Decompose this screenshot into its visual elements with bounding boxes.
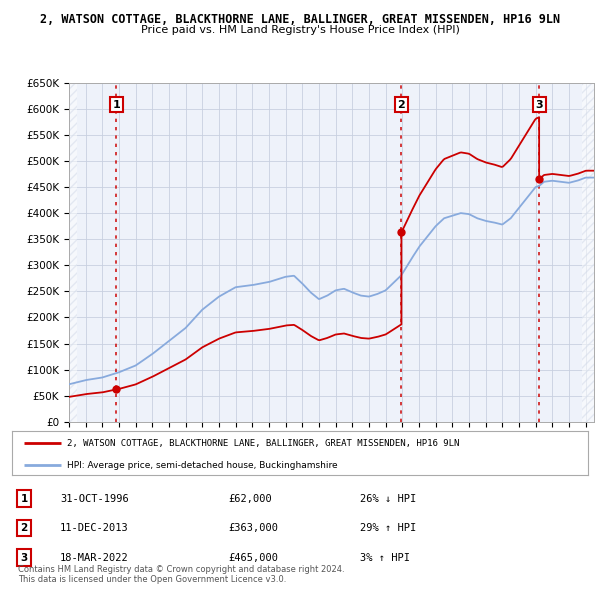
Text: 1: 1 bbox=[112, 100, 120, 110]
Text: £363,000: £363,000 bbox=[228, 523, 278, 533]
Text: 2: 2 bbox=[398, 100, 405, 110]
Text: Contains HM Land Registry data © Crown copyright and database right 2024.
This d: Contains HM Land Registry data © Crown c… bbox=[18, 565, 344, 584]
Text: £465,000: £465,000 bbox=[228, 553, 278, 562]
Text: 2, WATSON COTTAGE, BLACKTHORNE LANE, BALLINGER, GREAT MISSENDEN, HP16 9LN: 2, WATSON COTTAGE, BLACKTHORNE LANE, BAL… bbox=[40, 13, 560, 26]
Text: 18-MAR-2022: 18-MAR-2022 bbox=[60, 553, 129, 562]
Text: 3% ↑ HPI: 3% ↑ HPI bbox=[360, 553, 410, 562]
Text: 31-OCT-1996: 31-OCT-1996 bbox=[60, 494, 129, 503]
Text: 3: 3 bbox=[20, 553, 28, 562]
Text: 11-DEC-2013: 11-DEC-2013 bbox=[60, 523, 129, 533]
Text: 3: 3 bbox=[535, 100, 543, 110]
Text: £62,000: £62,000 bbox=[228, 494, 272, 503]
Text: 26% ↓ HPI: 26% ↓ HPI bbox=[360, 494, 416, 503]
Text: 1: 1 bbox=[20, 494, 28, 503]
Text: 2, WATSON COTTAGE, BLACKTHORNE LANE, BALLINGER, GREAT MISSENDEN, HP16 9LN: 2, WATSON COTTAGE, BLACKTHORNE LANE, BAL… bbox=[67, 438, 459, 448]
Text: Price paid vs. HM Land Registry's House Price Index (HPI): Price paid vs. HM Land Registry's House … bbox=[140, 25, 460, 35]
Text: 29% ↑ HPI: 29% ↑ HPI bbox=[360, 523, 416, 533]
Text: 2: 2 bbox=[20, 523, 28, 533]
Text: HPI: Average price, semi-detached house, Buckinghamshire: HPI: Average price, semi-detached house,… bbox=[67, 461, 337, 470]
